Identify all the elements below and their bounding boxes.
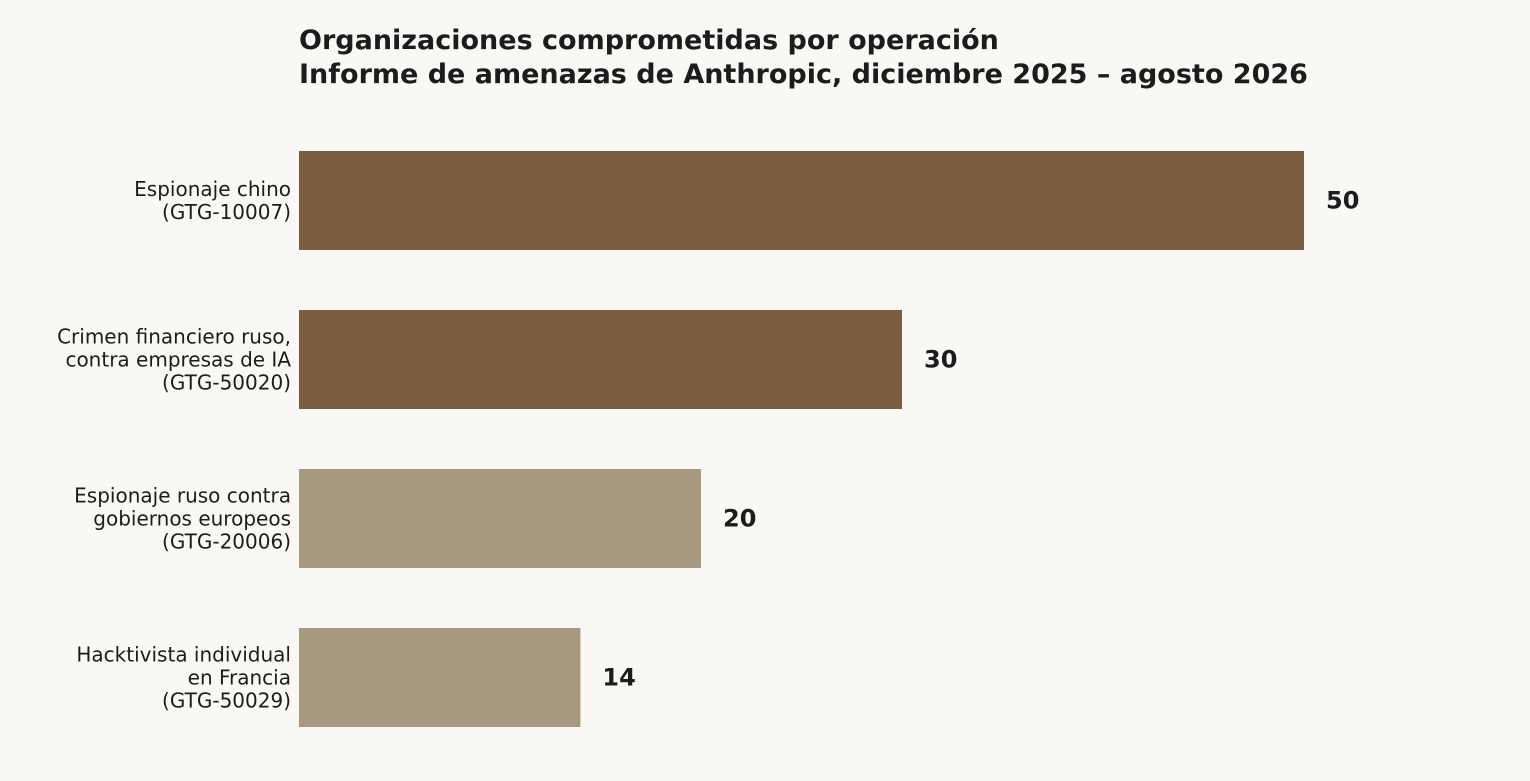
category-label-0-line-0: Espionaje chino — [134, 177, 291, 201]
category-label-2-line-2: (GTG-20006) — [162, 530, 291, 554]
value-label-1: 30 — [924, 346, 957, 374]
value-label-2: 20 — [723, 505, 756, 533]
category-label-3-line-1: en Francia — [188, 666, 291, 690]
category-label-1-line-2: (GTG-50020) — [162, 371, 291, 395]
category-label-2: Espionaje ruso contra gobiernos europeos(… — [74, 484, 291, 554]
chart-title-line-2: Informe de amenazas de Anthropic, diciem… — [299, 59, 1308, 90]
bars-layer — [299, 151, 1304, 727]
category-label-1-line-1: contra empresas de IA — [65, 348, 291, 372]
category-label-2-line-1: gobiernos europeos — [93, 507, 291, 531]
category-label-0: Espionaje chino (GTG-10007) — [134, 177, 291, 224]
category-label-1-line-0: Crimen financiero ruso, — [57, 325, 291, 349]
category-label-3: Hacktivista individual en Francia (GTG-500… — [76, 643, 291, 713]
category-label-2-line-0: Espionaje ruso contra — [74, 484, 291, 508]
chart-title: Organizaciones comprometidas por operaci… — [299, 24, 1499, 92]
labels-layer: 50 Espionaje chino (GTG-10007) 30 Crimen fin… — [57, 177, 1359, 713]
category-label-1: Crimen financiero ruso, contra empresas d… — [57, 325, 291, 395]
bar-3 — [299, 628, 581, 727]
category-label-0-line-1: (GTG-10007) — [162, 200, 291, 224]
category-label-3-line-0: Hacktivista individual — [76, 643, 291, 667]
bar-1 — [299, 310, 902, 409]
value-label-0: 50 — [1326, 187, 1359, 215]
category-label-3-line-2: (GTG-50029) — [162, 689, 291, 713]
bar-0 — [299, 151, 1304, 250]
chart-title-line-1: Organizaciones comprometidas por operaci… — [299, 25, 999, 56]
value-label-3: 14 — [602, 664, 635, 692]
bar-2 — [299, 469, 701, 568]
